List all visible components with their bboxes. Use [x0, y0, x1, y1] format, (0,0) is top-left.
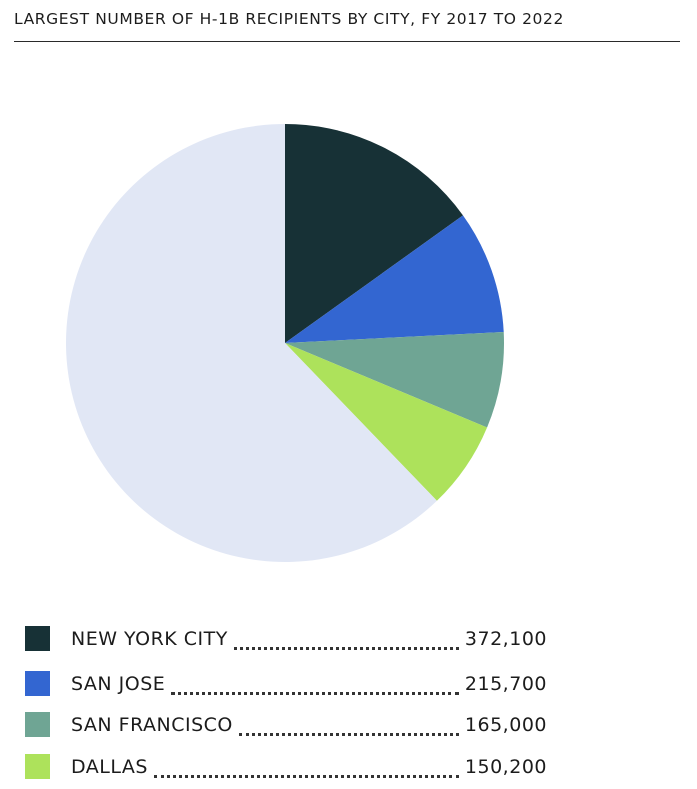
- legend-value: 372,100: [460, 628, 547, 650]
- pie-slice-new-york-city: [285, 124, 463, 343]
- pie-chart: [66, 124, 504, 562]
- pie-slice-san-jose: [285, 215, 504, 343]
- legend-value: 215,700: [460, 673, 547, 695]
- legend-item-dallas: DALLAS 150,200: [25, 752, 565, 782]
- legend-leader-dots: [171, 692, 459, 695]
- legend-item-san-francisco: SAN FRANCISCO 165,000: [25, 710, 565, 740]
- pie-slice-san-francisco: [285, 332, 504, 428]
- pie-slice-other: [66, 124, 437, 562]
- legend-item-new-york-city: NEW YORK CITY 372,100: [25, 624, 565, 654]
- legend-leader-dots: [239, 733, 459, 736]
- legend-label: SAN FRANCISCO: [71, 714, 233, 736]
- legend-swatch: [25, 626, 50, 651]
- legend-value: 165,000: [460, 714, 547, 736]
- legend-swatch: [25, 671, 50, 696]
- legend-label: DALLAS: [71, 756, 148, 778]
- legend-leader-dots: [234, 647, 459, 650]
- legend-item-san-jose: SAN JOSE 215,700: [25, 669, 565, 699]
- chart-title: LARGEST NUMBER OF H-1B RECIPIENTS BY CIT…: [14, 10, 564, 28]
- legend-swatch: [25, 712, 50, 737]
- pie-slice-dallas: [285, 343, 488, 501]
- title-divider: [14, 41, 680, 42]
- legend-leader-dots: [154, 775, 459, 778]
- legend-label: SAN JOSE: [71, 673, 166, 695]
- legend-swatch: [25, 754, 50, 779]
- legend-value: 150,200: [460, 756, 547, 778]
- legend-label: NEW YORK CITY: [71, 628, 228, 650]
